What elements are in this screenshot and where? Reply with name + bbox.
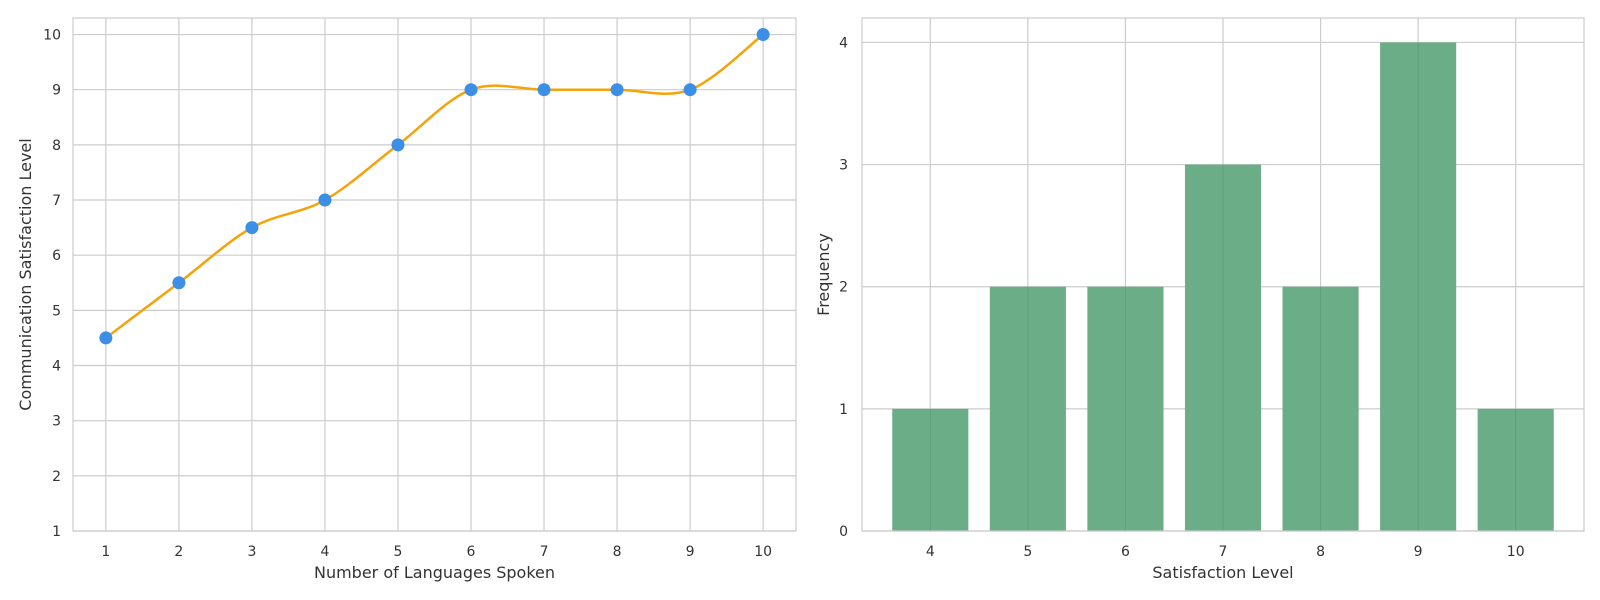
y-tick-label: 9 bbox=[52, 83, 61, 99]
data-point bbox=[683, 83, 697, 97]
bar-chart: 4 5 6 7 8 9 10 0 1 2 3 4 Satisfaction Level Freque… bbox=[814, 17, 1585, 582]
bar-chart-x-axis-label: Satisfaction Level bbox=[1152, 563, 1293, 582]
x-tick-label: 8 bbox=[1316, 544, 1325, 560]
data-point bbox=[464, 83, 478, 97]
line-chart-y-ticks: 1 2 3 4 5 6 7 8 9 10 bbox=[43, 28, 61, 540]
bar-chart-y-ticks: 0 1 2 3 4 bbox=[839, 35, 848, 540]
line-chart-frame bbox=[72, 17, 797, 532]
y-tick-label: 0 bbox=[839, 524, 848, 540]
line-chart-x-ticks: 1 2 3 4 5 6 7 8 9 10 bbox=[101, 544, 772, 560]
y-tick-label: 3 bbox=[52, 414, 61, 430]
y-tick-label: 8 bbox=[52, 138, 61, 154]
y-tick-label: 1 bbox=[52, 524, 61, 540]
y-tick-label: 3 bbox=[839, 158, 848, 174]
data-point bbox=[756, 28, 770, 42]
y-tick-label: 4 bbox=[52, 359, 61, 375]
data-point bbox=[391, 138, 405, 152]
bar-chart-y-axis-label: Frequency bbox=[814, 233, 833, 316]
data-point bbox=[537, 83, 551, 97]
x-tick-label: 10 bbox=[1507, 544, 1525, 560]
data-point bbox=[318, 193, 332, 207]
y-tick-label: 10 bbox=[43, 28, 61, 44]
y-tick-label: 7 bbox=[52, 193, 61, 209]
x-tick-label: 4 bbox=[926, 544, 935, 560]
x-tick-label: 8 bbox=[613, 544, 622, 560]
x-tick-label: 6 bbox=[467, 544, 476, 560]
x-tick-label: 10 bbox=[754, 544, 772, 560]
x-tick-label: 3 bbox=[247, 544, 256, 560]
bar-chart-grid-overlay bbox=[929, 42, 1517, 531]
y-tick-label: 4 bbox=[839, 35, 848, 51]
line-chart-x-axis-label: Number of Languages Spoken bbox=[314, 563, 555, 582]
x-tick-label: 2 bbox=[174, 544, 183, 560]
x-tick-label: 9 bbox=[686, 544, 695, 560]
x-tick-label: 7 bbox=[1219, 544, 1228, 560]
y-tick-label: 6 bbox=[52, 248, 61, 264]
x-tick-label: 7 bbox=[540, 544, 549, 560]
y-tick-label: 2 bbox=[839, 280, 848, 296]
data-point bbox=[99, 331, 113, 345]
line-chart: 1 2 3 4 5 6 7 8 9 10 1 2 3 4 5 6 7 8 9 10 Number of Langua… bbox=[16, 17, 797, 582]
y-tick-label: 1 bbox=[839, 402, 848, 418]
data-point bbox=[245, 221, 259, 235]
bar-chart-x-ticks: 4 5 6 7 8 9 10 bbox=[926, 544, 1525, 560]
line-chart-series-line bbox=[105, 33, 764, 339]
x-tick-label: 6 bbox=[1121, 544, 1130, 560]
data-point bbox=[172, 276, 186, 290]
x-tick-label: 5 bbox=[394, 544, 403, 560]
x-tick-label: 9 bbox=[1414, 544, 1423, 560]
data-point bbox=[610, 83, 624, 97]
line-chart-points bbox=[99, 28, 770, 345]
bar-chart-frame bbox=[861, 17, 1585, 532]
x-tick-label: 4 bbox=[320, 544, 329, 560]
x-tick-label: 5 bbox=[1023, 544, 1032, 560]
y-tick-label: 5 bbox=[52, 303, 61, 319]
y-tick-label: 2 bbox=[52, 469, 61, 485]
line-chart-y-axis-label: Communication Satisfaction Level bbox=[16, 138, 35, 410]
x-tick-label: 1 bbox=[101, 544, 110, 560]
